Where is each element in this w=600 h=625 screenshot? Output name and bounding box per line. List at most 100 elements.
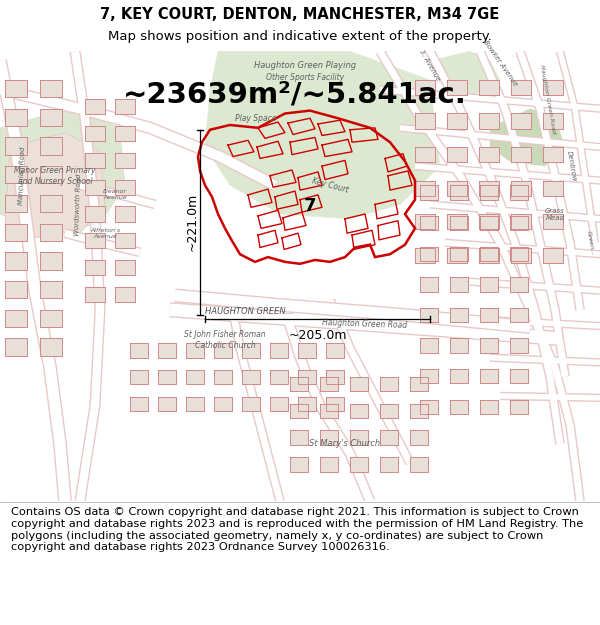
Polygon shape [447,114,467,129]
Text: Mancunian Road: Mancunian Road [18,146,26,205]
Polygon shape [270,343,288,357]
Polygon shape [5,132,105,238]
Polygon shape [450,185,468,199]
Polygon shape [270,370,288,384]
Polygon shape [85,152,105,168]
Polygon shape [479,114,499,129]
Polygon shape [40,310,62,327]
Polygon shape [0,109,125,233]
Polygon shape [350,458,368,472]
Polygon shape [320,431,338,445]
Polygon shape [420,369,438,384]
Polygon shape [158,397,176,411]
Polygon shape [115,99,135,114]
Polygon shape [479,181,499,196]
Polygon shape [158,370,176,384]
Polygon shape [430,51,500,94]
Polygon shape [420,308,438,322]
Polygon shape [85,179,105,195]
Polygon shape [415,80,435,95]
Text: ~221.0m: ~221.0m [185,193,199,251]
Polygon shape [350,404,368,418]
Polygon shape [543,147,563,162]
Polygon shape [115,179,135,195]
Polygon shape [420,400,438,414]
Polygon shape [415,248,435,263]
Polygon shape [326,397,344,411]
Text: Green...: Green... [586,230,595,256]
Polygon shape [130,343,148,357]
Polygon shape [480,185,498,199]
Text: Contains OS data © Crown copyright and database right 2021. This information is : Contains OS data © Crown copyright and d… [11,508,583,552]
Text: Wordsworth Road: Wordsworth Road [74,173,82,236]
Polygon shape [320,458,338,472]
Polygon shape [415,181,435,196]
Polygon shape [186,343,204,357]
Polygon shape [543,181,563,196]
Polygon shape [40,281,62,298]
Text: Alfreton's
Avenue: Alfreton's Avenue [90,228,120,239]
Text: Haughton Green Playing: Haughton Green Playing [254,61,356,70]
Polygon shape [214,343,232,357]
Polygon shape [420,247,438,261]
Polygon shape [480,216,498,230]
Polygon shape [242,370,260,384]
Polygon shape [85,260,105,275]
Text: St Mary's Church: St Mary's Church [310,439,380,448]
Polygon shape [115,287,135,302]
Polygon shape [450,216,468,230]
Text: Map shows position and indicative extent of the property.: Map shows position and indicative extent… [108,31,492,43]
Polygon shape [510,247,528,261]
Polygon shape [450,369,468,384]
Polygon shape [420,216,438,230]
Polygon shape [5,339,27,356]
Polygon shape [326,343,344,357]
Polygon shape [543,214,563,229]
Text: 7, KEY COURT, DENTON, MANCHESTER, M34 7GE: 7, KEY COURT, DENTON, MANCHESTER, M34 7G… [100,7,500,22]
Polygon shape [511,214,531,229]
Text: Denbrow: Denbrow [566,150,578,182]
Polygon shape [543,248,563,263]
Polygon shape [326,370,344,384]
Polygon shape [479,214,499,229]
Polygon shape [479,147,499,162]
Polygon shape [450,278,468,292]
Polygon shape [290,431,308,445]
Polygon shape [298,370,316,384]
Polygon shape [410,458,428,472]
Polygon shape [490,109,565,166]
Polygon shape [270,397,288,411]
Polygon shape [115,260,135,275]
Polygon shape [5,195,27,212]
Polygon shape [420,278,438,292]
Polygon shape [5,310,27,327]
Polygon shape [380,404,398,418]
Polygon shape [480,308,498,322]
Polygon shape [130,397,148,411]
Polygon shape [5,138,27,154]
Polygon shape [415,214,435,229]
Polygon shape [510,185,528,199]
Polygon shape [5,109,27,126]
Polygon shape [320,377,338,391]
Polygon shape [450,247,468,261]
Polygon shape [5,253,27,269]
Polygon shape [479,80,499,95]
Text: ~23639m²/~5.841ac.: ~23639m²/~5.841ac. [123,81,467,108]
Polygon shape [5,281,27,298]
Text: Other Sports Facility: Other Sports Facility [266,72,344,82]
Polygon shape [447,181,467,196]
Polygon shape [410,431,428,445]
Polygon shape [447,80,467,95]
Polygon shape [40,166,62,183]
Text: Bowker Avenue: Bowker Avenue [482,39,518,87]
Polygon shape [290,404,308,418]
Text: Haughton Green Road: Haughton Green Road [322,318,407,330]
Polygon shape [510,308,528,322]
Polygon shape [115,233,135,249]
Polygon shape [510,339,528,353]
Text: 7: 7 [304,198,316,216]
Polygon shape [85,233,105,249]
Text: ~205.0m: ~205.0m [288,329,347,342]
Polygon shape [214,370,232,384]
